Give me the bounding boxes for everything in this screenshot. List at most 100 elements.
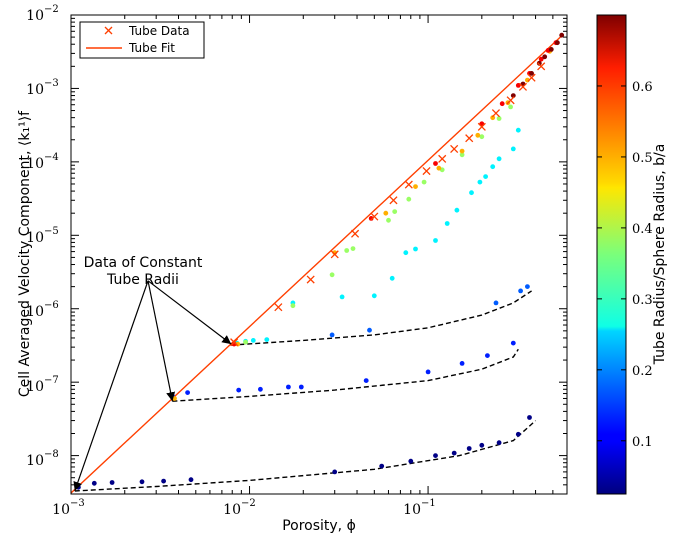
y-tick-exponent: −4 [44, 152, 59, 163]
legend-box [79, 21, 205, 59]
x-tick-label: 10 [223, 502, 241, 518]
data-point [548, 47, 554, 52]
tube-data-marker [306, 275, 315, 284]
data-point [493, 300, 499, 306]
data-point [555, 40, 560, 46]
y-tick-label: 10 [26, 156, 44, 172]
data-point [413, 184, 418, 190]
colorbar-tick-label: 0.1 [632, 435, 653, 450]
y-tick-exponent: −6 [44, 300, 59, 311]
data-point [525, 284, 530, 289]
colorbar-tick-label: 0.5 [632, 151, 653, 166]
data-point [250, 338, 256, 343]
annotation-arrows [73, 280, 232, 492]
x-tick-exponent: −2 [241, 498, 256, 509]
tube-data-marker [330, 250, 339, 259]
data-point [386, 217, 391, 223]
y-tick-label: 10 [26, 82, 44, 98]
x-tick-exponent: −1 [421, 498, 436, 509]
data-point [490, 164, 496, 170]
colorbar-tick-label: 0.4 [632, 222, 653, 237]
data-point [529, 71, 534, 76]
plot-frame [70, 14, 568, 495]
data-point [236, 387, 242, 393]
annotation-line-1: Data of Constant [84, 255, 203, 271]
legend-marker-tube-data [104, 26, 113, 35]
x-tick-label: 10 [403, 502, 421, 518]
data-point [496, 440, 502, 446]
tube-data-marker [537, 62, 546, 71]
tube-data-marks [230, 62, 546, 347]
data-point [392, 209, 398, 215]
tube-fit-line [71, 35, 563, 494]
data-point [444, 221, 450, 226]
data-point [161, 478, 167, 484]
data-point [243, 339, 249, 345]
y-tick-label: 10 [26, 379, 44, 395]
data-point [383, 210, 389, 216]
data-point [527, 415, 532, 420]
data-point [536, 60, 542, 66]
data-point [368, 216, 374, 221]
data-point [329, 272, 335, 278]
data-point [406, 196, 412, 202]
legend: Tube Data Tube Fit [79, 21, 205, 59]
colorbar-tick-label: 0.3 [632, 293, 653, 308]
data-point [433, 453, 438, 458]
data-point [258, 386, 263, 392]
tube-data-marker [422, 166, 431, 176]
x-tick-label: 10 [52, 502, 70, 518]
data-point [483, 174, 488, 180]
data-point [286, 384, 291, 390]
data-point [459, 361, 465, 366]
data-point [490, 115, 496, 121]
y-tick-exponent: −5 [44, 226, 59, 237]
data-point [329, 332, 335, 338]
y-tick-label: 10 [26, 304, 44, 320]
x-tick-labels: 10 −3 10 −2 10 −1 [52, 498, 436, 518]
tube-data-marker [370, 212, 379, 221]
y-tick-exponent: −8 [44, 449, 59, 460]
tube-data-marker [477, 122, 486, 131]
scatter-points [76, 32, 565, 490]
data-point [479, 134, 485, 140]
constant-radius-fit-curve [74, 420, 537, 492]
constant-radius-fit-curve [172, 348, 519, 402]
data-point [421, 179, 427, 185]
tube-data-marker [506, 96, 515, 105]
y-tick-label: 10 [26, 8, 44, 24]
tube-data-marker [450, 144, 459, 153]
annotation-line-2: Tube Radii [106, 272, 179, 288]
y-axis-label: Cell Averaged Velocity Component, ⟨k₁¹⟩f [17, 110, 33, 397]
y-tick-label: 10 [26, 453, 44, 469]
data-point [344, 248, 350, 253]
data-point [496, 156, 502, 162]
data-point [436, 165, 442, 171]
colorbar-gradient [596, 14, 627, 495]
tube-data-marker [491, 109, 501, 118]
y-axis-ticks [71, 14, 567, 495]
y-tick-label: 10 [26, 230, 44, 246]
data-point [477, 179, 483, 185]
data-point [371, 293, 377, 299]
colorbar-tick-label: 0.6 [632, 80, 653, 95]
data-point [389, 275, 395, 281]
data-point [188, 477, 194, 483]
data-point [542, 54, 548, 60]
tube-data-marker [404, 180, 413, 189]
tube-data-marker [230, 338, 239, 347]
data-point [508, 104, 513, 110]
data-point [485, 353, 490, 358]
data-point [339, 294, 345, 300]
tube-data-marker [351, 229, 360, 238]
data-point [367, 327, 372, 333]
tube-data-marker [527, 73, 536, 82]
data-point [379, 463, 385, 469]
data-point [454, 207, 460, 213]
plot-area [71, 32, 565, 494]
data-point [510, 93, 516, 98]
y-tick-labels: 10 −8 10 −7 10 −6 10 −5 10 −4 10 −3 10 −… [26, 4, 59, 469]
data-point [290, 303, 296, 309]
data-point [433, 238, 438, 243]
